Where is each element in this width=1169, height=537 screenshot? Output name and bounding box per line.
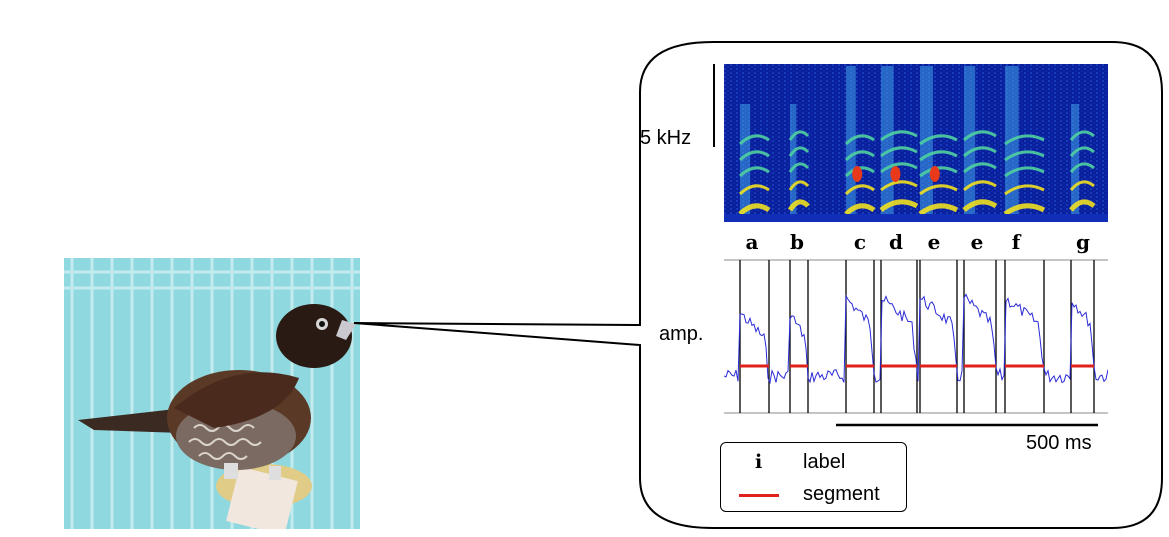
- spectrogram-syllable-e2: [962, 66, 998, 216]
- syllable-label-e: e: [927, 230, 941, 254]
- bird-photo: [64, 258, 360, 529]
- time-scale-label: 500 ms: [1026, 432, 1092, 454]
- spectrogram-syllable-a: [738, 104, 771, 222]
- spectrogram: [724, 64, 1108, 222]
- legend-label-text: label: [803, 451, 846, 473]
- freq-scale-label: 5 kHz: [640, 127, 692, 149]
- syllable-label-f: f: [1011, 230, 1021, 254]
- legend: i label segment: [720, 442, 907, 512]
- syllable-label-b: b: [790, 230, 804, 254]
- spectrogram-syllable-g: [1069, 104, 1096, 222]
- spectrogram-syllable-c: [844, 66, 876, 216]
- spectrogram-syllable-f: [1003, 66, 1046, 217]
- spectrogram-syllable-e: [918, 66, 959, 217]
- amplitude-axis-label: amp.: [659, 323, 704, 345]
- syllable-label-d: d: [889, 230, 903, 254]
- amplitude-trace: [724, 293, 1108, 385]
- spectrogram-syllable-d: [879, 66, 919, 216]
- legend-segment-swatch: [739, 494, 779, 497]
- syllable-label-e2: e: [970, 230, 984, 254]
- syllable-label-c: c: [853, 230, 867, 254]
- amplitude-plot: [724, 259, 1108, 414]
- legend-segment-text: segment: [803, 483, 880, 505]
- legend-label-symbol: i: [755, 451, 763, 473]
- spectrogram-syllable-b: [787, 104, 810, 222]
- syllable-label-g: g: [1076, 230, 1090, 254]
- syllable-label-a: a: [745, 230, 759, 254]
